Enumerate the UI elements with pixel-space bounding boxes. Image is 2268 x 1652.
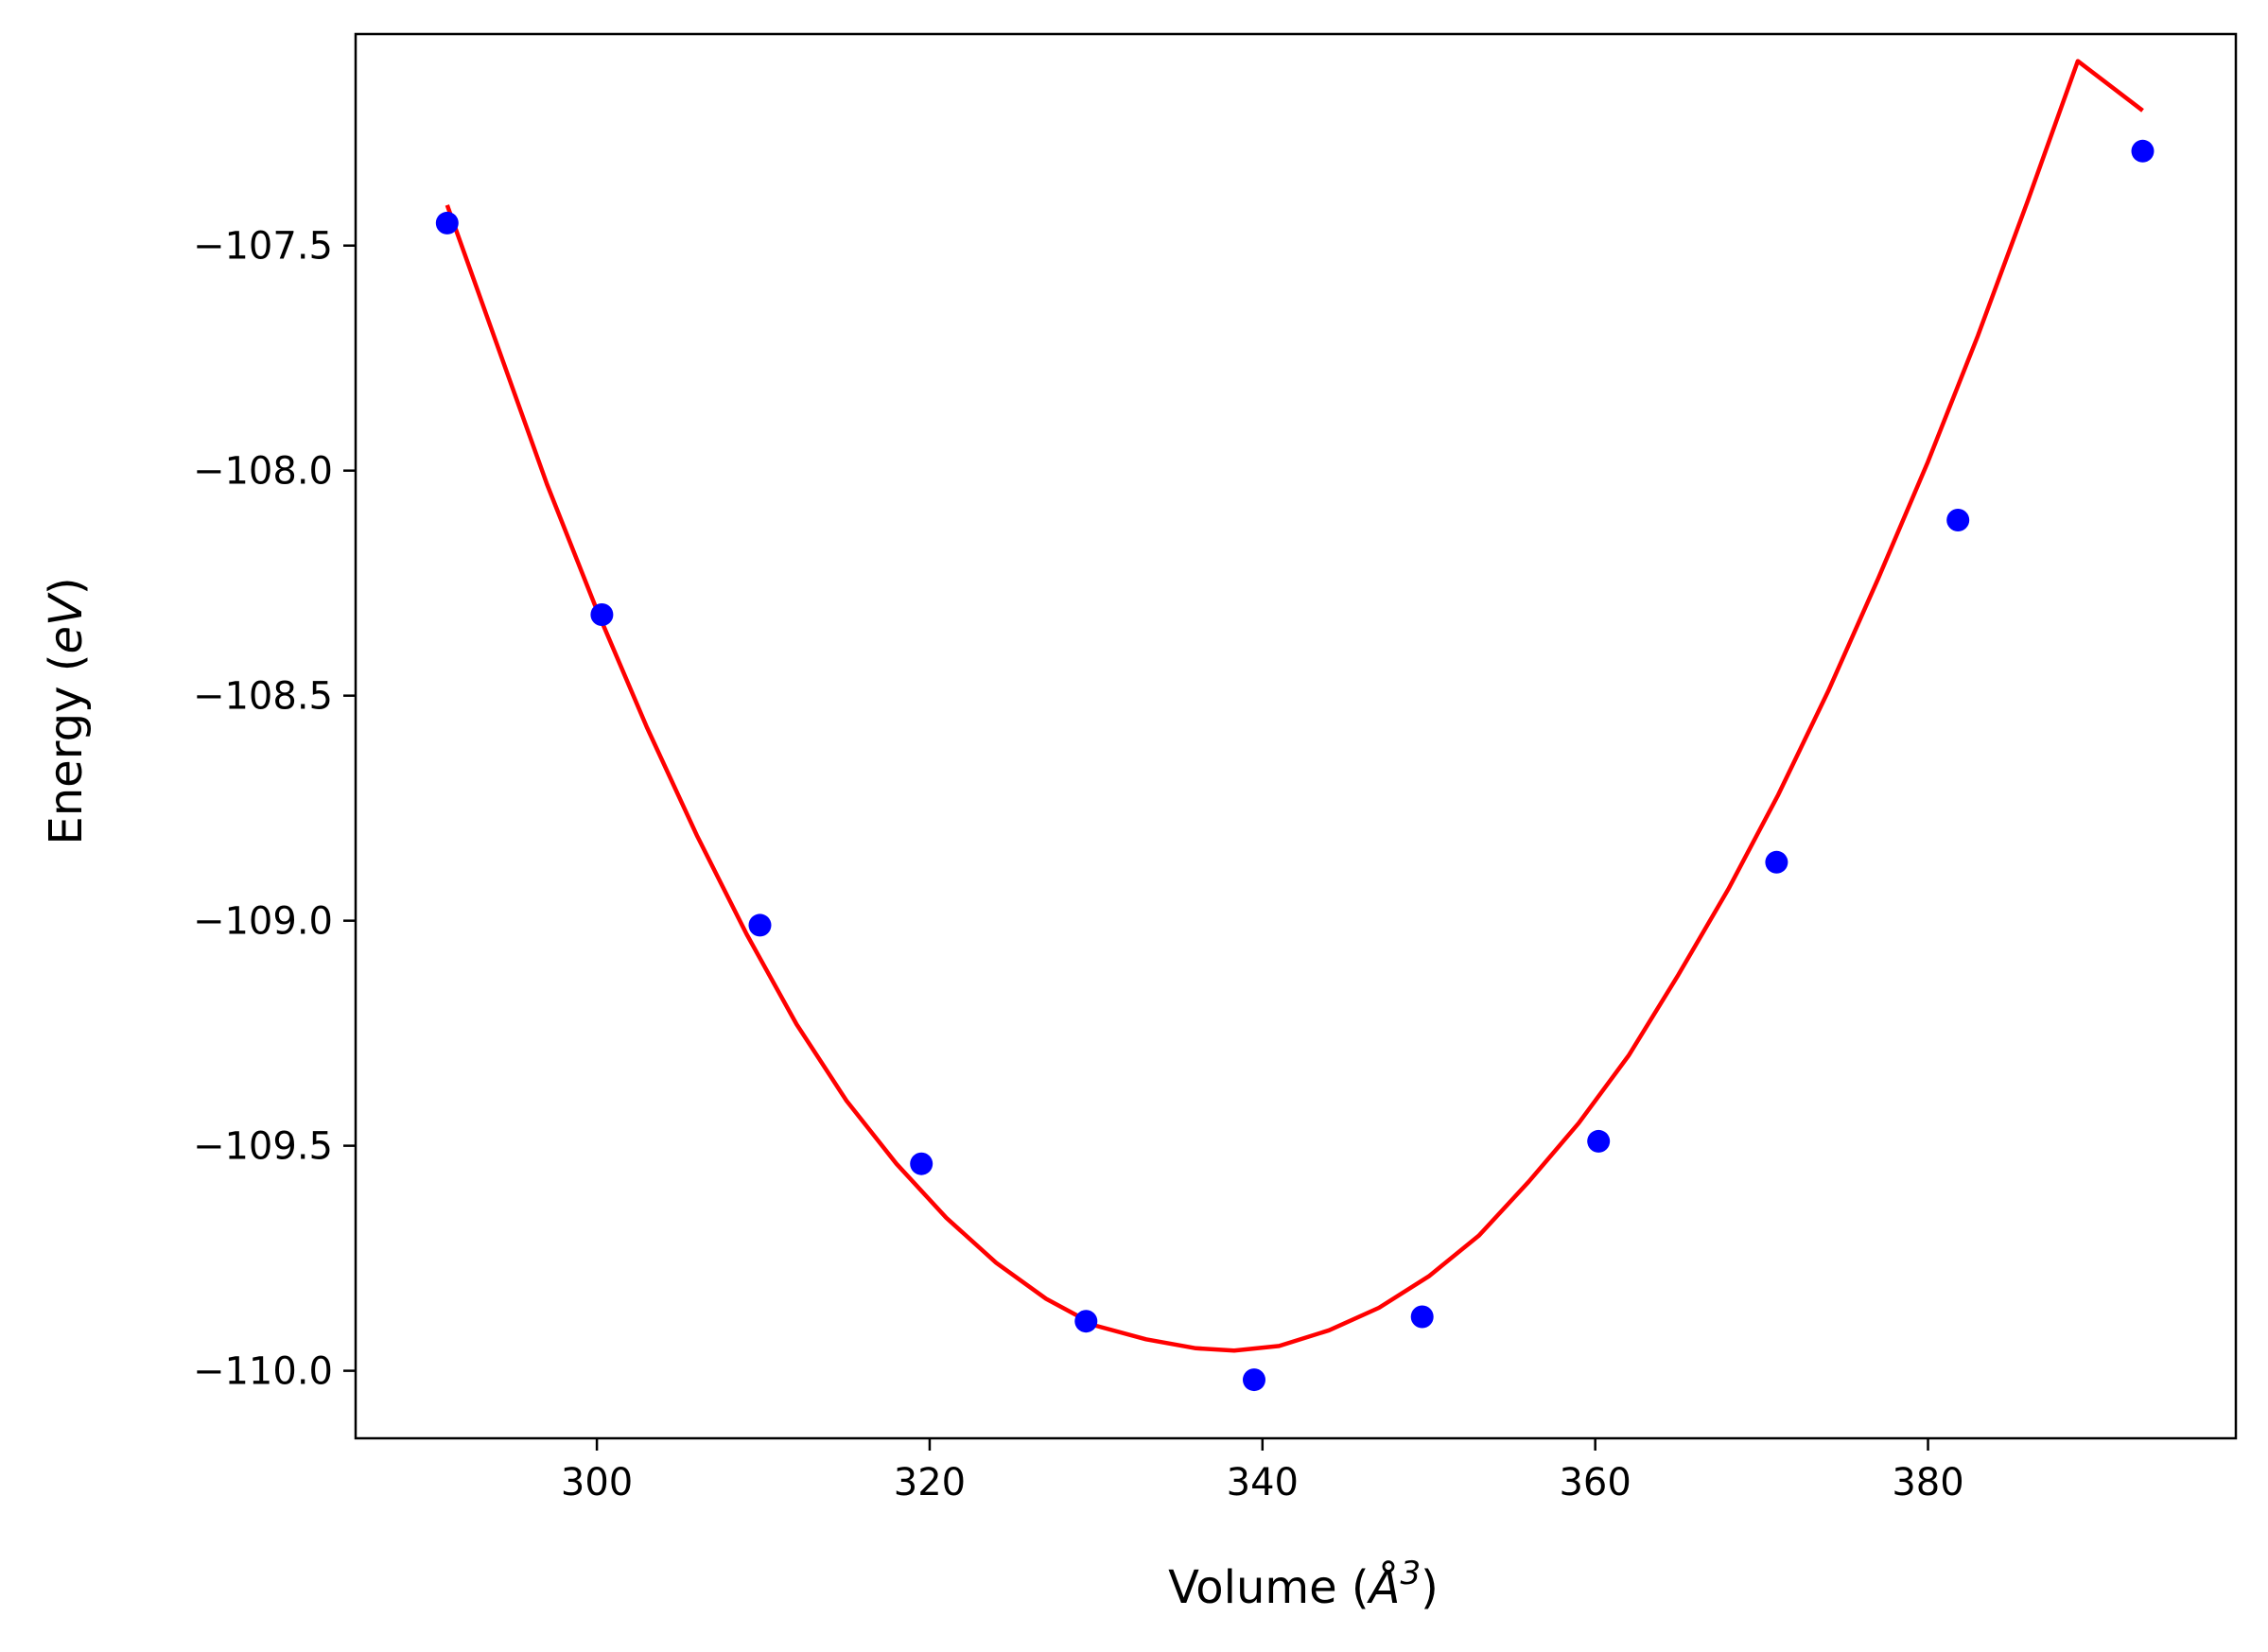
data-point (590, 603, 614, 626)
x-axis-label: Volume (Å3) (1168, 1555, 1439, 1614)
data-point (1410, 1305, 1434, 1329)
data-point (1946, 509, 1970, 531)
data-point (1765, 850, 1788, 874)
data-point (1243, 1368, 1265, 1392)
x-tick-label: 360 (1559, 1461, 1631, 1504)
y-axis-label: Energy (eV) (40, 577, 93, 844)
plot-area (435, 59, 2155, 1392)
x-tick-label: 320 (894, 1461, 966, 1504)
x-tick-label: 300 (561, 1461, 633, 1504)
y-tick-label: −108.0 (193, 450, 333, 494)
x-tick-label: 340 (1227, 1461, 1299, 1504)
data-point (748, 913, 772, 937)
y-tick-label: −110.0 (193, 1350, 333, 1394)
data-point (910, 1152, 933, 1175)
axes: 300 320 340 360 380 −107.5 −108.0 −108.5 −109.0 −… (193, 32, 2238, 1504)
y-tick-label: −108.5 (193, 675, 333, 719)
data-point (435, 211, 459, 235)
data-point (2131, 139, 2155, 163)
data-point (1587, 1129, 1611, 1153)
data-point (1074, 1310, 1098, 1333)
y-tick-label: −109.5 (193, 1125, 333, 1169)
y-tick-label: −109.0 (193, 900, 333, 944)
fit-curve (445, 59, 2144, 1353)
x-tick-label: 380 (1892, 1461, 1963, 1504)
plot-frame (354, 32, 2238, 1440)
y-tick-label: −107.5 (193, 225, 333, 269)
